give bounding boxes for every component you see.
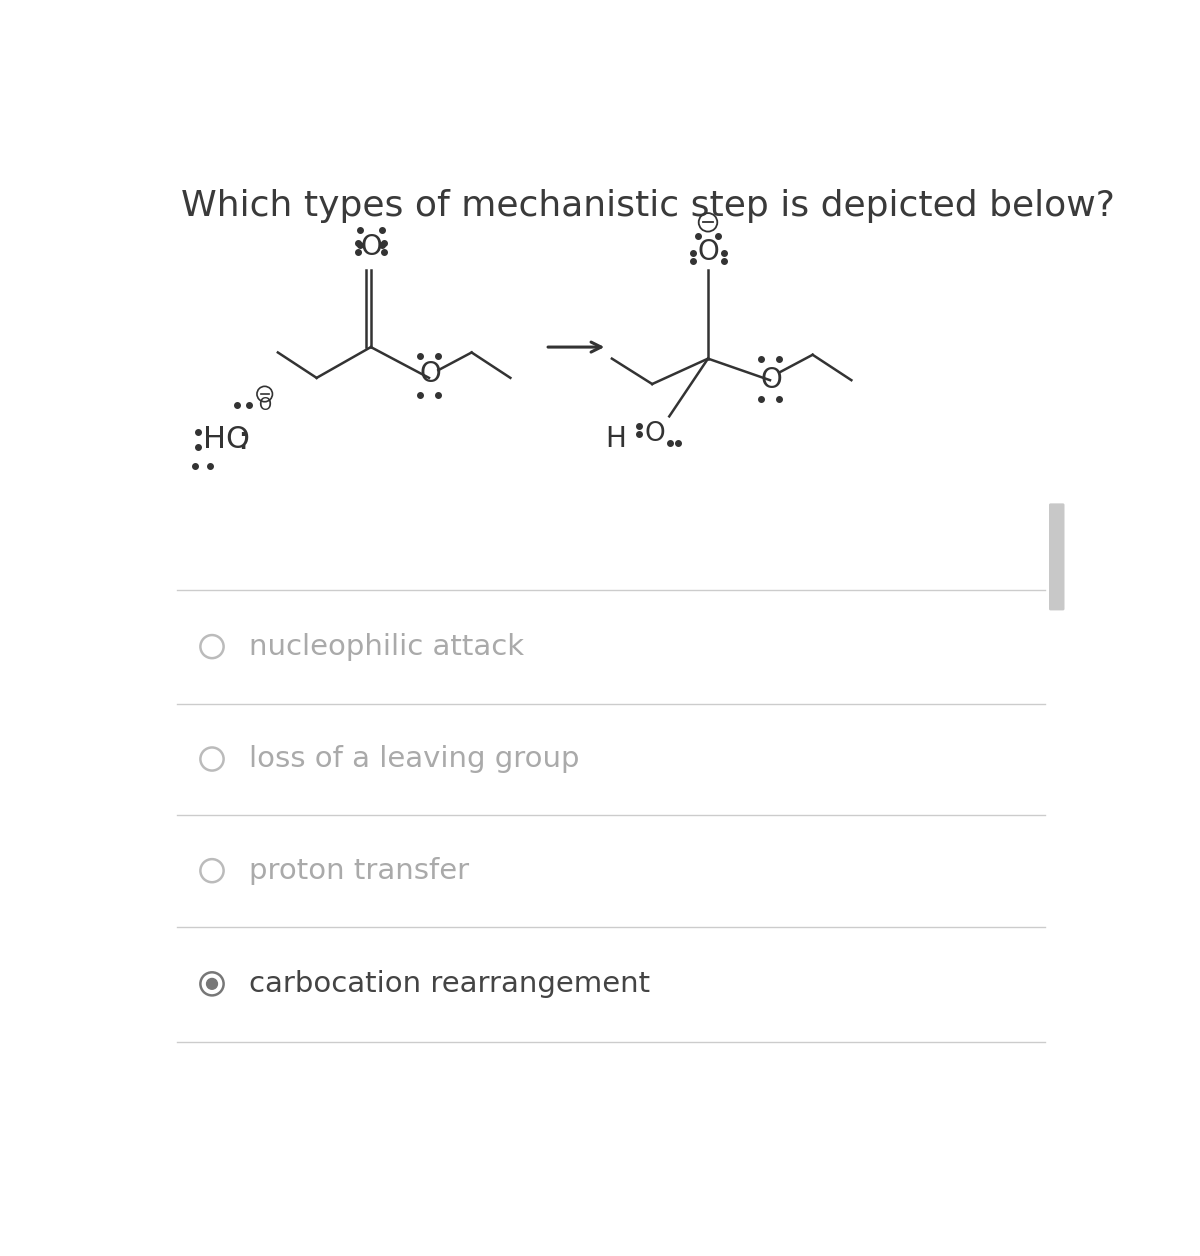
Text: O: O [258,396,271,413]
Text: proton transfer: proton transfer [250,857,469,884]
Text: O: O [761,367,782,394]
Text: H: H [606,426,626,453]
Text: nucleophilic attack: nucleophilic attack [250,633,524,661]
Text: O: O [420,360,442,388]
Text: loss of a leaving group: loss of a leaving group [250,745,580,772]
Circle shape [206,978,217,990]
Text: Which types of mechanistic step is depicted below?: Which types of mechanistic step is depic… [181,190,1115,224]
Text: O: O [697,239,719,266]
FancyBboxPatch shape [1049,504,1064,610]
Text: O: O [644,421,665,447]
Text: O: O [360,232,382,261]
Text: carbocation rearrangement: carbocation rearrangement [250,970,650,997]
Text: :: : [236,423,248,456]
Text: HO: HO [203,425,250,453]
